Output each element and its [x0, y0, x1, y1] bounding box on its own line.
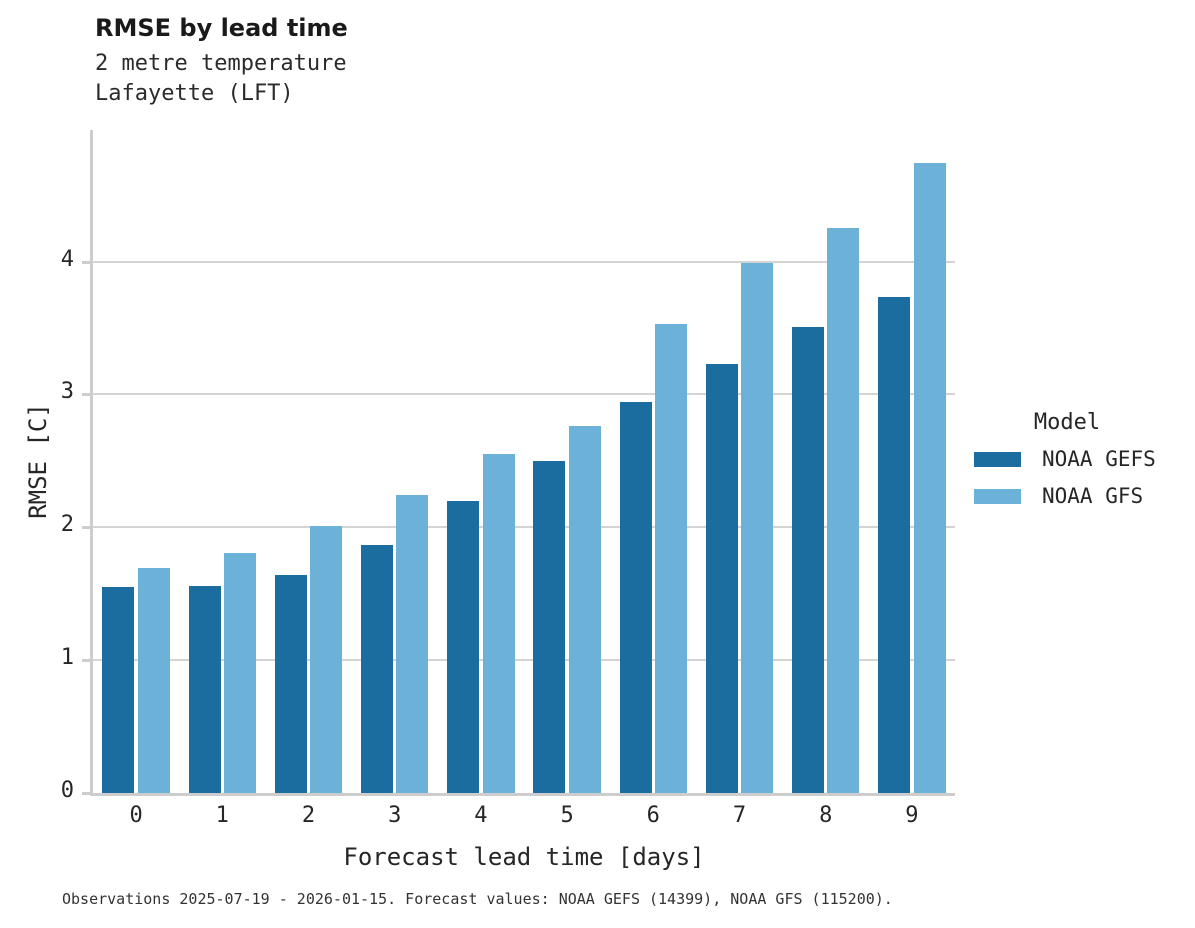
x-tick-label-8: 8 — [819, 803, 833, 828]
legend-title: Model — [1033, 410, 1101, 435]
gridline-y-4 — [93, 260, 955, 263]
legend-label-gfs: NOAA GFS — [1042, 484, 1144, 508]
gridline-y-2 — [93, 526, 955, 529]
bar-gfs-lead-9 — [913, 163, 946, 793]
footer-caption: Observations 2025-07-19 - 2026-01-15. Fo… — [62, 890, 893, 908]
bar-gfs-lead-1 — [224, 552, 257, 793]
x-tick-label-9: 9 — [905, 803, 919, 828]
y-tick-label-0: 0 — [60, 778, 74, 803]
chart-subtitle-station: Lafayette (LFT) — [95, 81, 294, 106]
bar-gfs-lead-2 — [310, 525, 343, 793]
bar-gefs-lead-3 — [360, 544, 393, 793]
y-tickmark-2 — [82, 526, 90, 530]
plot-area — [82, 130, 955, 796]
bar-gefs-lead-1 — [188, 585, 221, 793]
bar-gefs-lead-2 — [274, 575, 307, 793]
y-tick-label-2: 2 — [60, 512, 74, 538]
x-tick-label-2: 2 — [301, 803, 316, 828]
bar-gefs-lead-6 — [619, 402, 652, 793]
x-axis-label: Forecast lead time [days] — [343, 843, 705, 871]
y-tickmark-0 — [82, 792, 90, 795]
legend-item-gefs: NOAA GEFS — [974, 447, 1189, 471]
bar-gfs-lead-0 — [137, 568, 170, 793]
chart-subtitle-variable: 2 metre temperature — [95, 51, 347, 76]
gridline-y-1 — [93, 659, 955, 662]
y-tickmark-3 — [82, 393, 90, 397]
legend-swatch-gfs — [974, 488, 1021, 504]
x-axis-spine — [90, 793, 955, 796]
bar-gefs-lead-4 — [447, 500, 480, 793]
bar-gefs-lead-7 — [705, 363, 738, 793]
x-tick-label-0: 0 — [129, 803, 143, 828]
y-tickmark-4 — [82, 260, 90, 264]
legend: Model NOAA GEFS NOAA GFS — [974, 410, 1189, 521]
y-tick-label-3: 3 — [60, 379, 74, 405]
x-tick-label-6: 6 — [646, 803, 660, 828]
legend-label-gefs: NOAA GEFS — [1042, 447, 1156, 471]
bar-gefs-lead-9 — [878, 297, 911, 793]
bar-gfs-lead-5 — [568, 426, 601, 793]
x-tick-label-4: 4 — [474, 803, 488, 828]
bar-gfs-lead-8 — [827, 228, 860, 793]
bar-gefs-lead-5 — [533, 460, 566, 793]
legend-swatch-gefs — [974, 451, 1021, 467]
x-tick-label-3: 3 — [388, 803, 402, 828]
y-tick-label-1: 1 — [60, 645, 74, 671]
bar-gfs-lead-4 — [482, 454, 515, 793]
y-axis-spine — [90, 130, 93, 796]
y-axis-label: RMSE [C] — [24, 403, 52, 519]
bar-gefs-lead-0 — [102, 587, 135, 793]
bar-gefs-lead-8 — [791, 326, 824, 793]
y-tickmark-1 — [82, 659, 90, 663]
chart-title: RMSE by lead time — [95, 14, 348, 42]
x-tick-label-5: 5 — [560, 803, 574, 828]
x-tick-label-7: 7 — [732, 803, 747, 828]
bar-gfs-lead-6 — [655, 323, 688, 793]
x-tick-label-1: 1 — [215, 803, 229, 828]
gridline-y-3 — [93, 393, 955, 396]
bar-gfs-lead-3 — [396, 495, 429, 793]
legend-item-gfs: NOAA GFS — [974, 484, 1189, 508]
bar-gfs-lead-7 — [741, 262, 774, 793]
y-tick-label-4: 4 — [60, 246, 74, 272]
